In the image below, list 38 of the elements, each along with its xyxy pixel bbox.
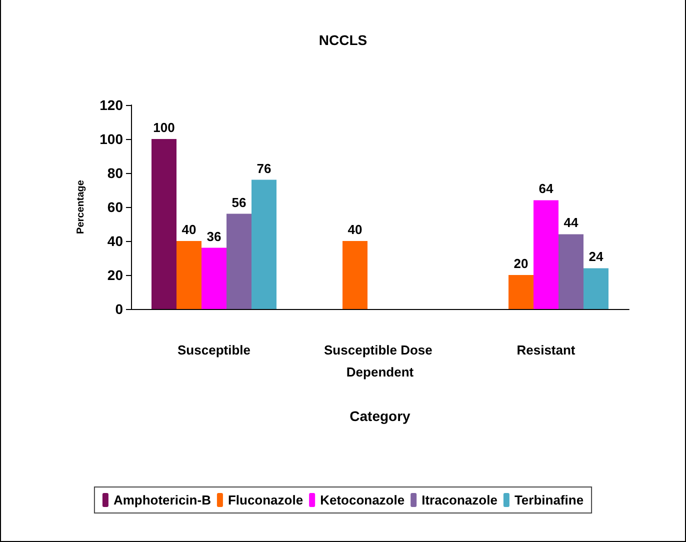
data-label: 40 bbox=[182, 222, 196, 237]
data-label: 24 bbox=[588, 249, 604, 264]
bar bbox=[508, 275, 534, 309]
bar bbox=[584, 268, 608, 309]
data-label: 36 bbox=[206, 228, 222, 244]
data-label: 56 bbox=[232, 194, 246, 210]
data-label: 44 bbox=[564, 215, 579, 230]
chart-title: NCCLS bbox=[318, 32, 368, 48]
data-label: 40 bbox=[348, 222, 362, 237]
legend-label: Ketoconazole bbox=[320, 492, 405, 508]
bar bbox=[558, 234, 584, 309]
data-label: 76 bbox=[256, 160, 272, 176]
y-tick-label: 20 bbox=[107, 267, 124, 283]
bar bbox=[252, 180, 276, 309]
data-label: 100 bbox=[153, 120, 175, 135]
x-axis-title: Category bbox=[350, 408, 411, 424]
y-tick-label: 60 bbox=[107, 199, 124, 215]
bar bbox=[176, 241, 202, 309]
bar bbox=[152, 139, 176, 309]
data-label: 64 bbox=[538, 181, 554, 196]
data-label: 20 bbox=[514, 256, 528, 271]
y-tick-label: 100 bbox=[100, 131, 124, 147]
x-tick-label: Susceptible bbox=[178, 342, 250, 358]
bar bbox=[202, 248, 226, 309]
legend-label: Amphotericin-B bbox=[113, 492, 211, 508]
legend-label: Terbinafine bbox=[514, 492, 584, 508]
y-axis-title: Percentage bbox=[76, 180, 86, 234]
bar bbox=[534, 200, 558, 309]
y-tick-label: 40 bbox=[107, 233, 124, 249]
legend-label: Fluconazole bbox=[228, 492, 304, 508]
x-tick-label: Susceptible Dose Dependent bbox=[324, 342, 436, 380]
bar bbox=[342, 241, 368, 309]
legend-label: Itraconazole bbox=[422, 492, 498, 508]
y-tick-label: 80 bbox=[107, 165, 124, 181]
bar bbox=[226, 214, 252, 309]
y-tick-label: 120 bbox=[100, 97, 124, 113]
y-tick-label: 0 bbox=[115, 301, 124, 317]
x-tick-label: Resistant bbox=[516, 342, 576, 358]
